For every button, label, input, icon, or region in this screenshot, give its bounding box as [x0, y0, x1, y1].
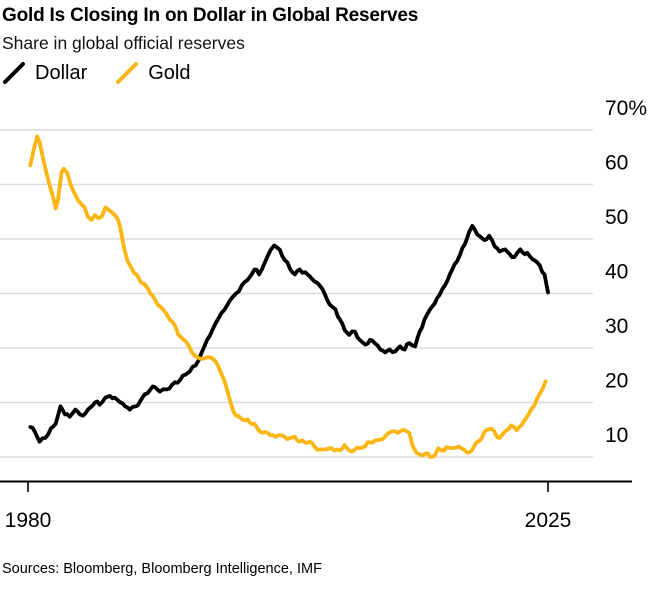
page-title: Gold Is Closing In on Dollar in Global R… — [2, 5, 419, 26]
y-axis-label-60: 60 — [605, 152, 628, 175]
x-axis-label-2025: 2025 — [525, 509, 572, 532]
x-axis-label-1980: 1980 — [5, 509, 52, 532]
series-line-dollar — [28, 224, 550, 444]
dollar-line-swatch-icon — [3, 62, 25, 84]
y-axis-label-50: 50 — [605, 206, 628, 229]
legend-label-gold: Gold — [148, 61, 191, 84]
gold-line-swatch-icon — [116, 62, 139, 84]
legend-item-dollar: Dollar — [2, 60, 87, 86]
chart-legend: Dollar Gold — [2, 60, 219, 86]
y-axis-label-70: 70% — [605, 97, 647, 120]
y-axis-label-30: 30 — [605, 315, 628, 338]
y-axis-label-10: 10 — [605, 424, 628, 447]
legend-label-dollar: Dollar — [35, 61, 88, 84]
sources-note: Sources: Bloomberg, Bloomberg Intelligen… — [2, 561, 322, 577]
y-axis-label-40: 40 — [605, 261, 628, 284]
legend-item-gold: Gold — [115, 60, 191, 86]
series-line-gold — [28, 134, 548, 459]
y-axis-label-20: 20 — [605, 370, 628, 393]
chart-subtitle: Share in global official reserves — [2, 33, 245, 53]
